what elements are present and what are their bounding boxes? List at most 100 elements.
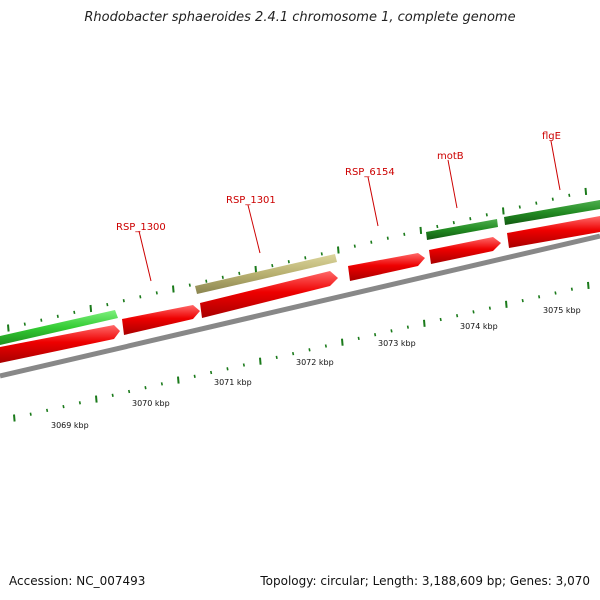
kbp-scale-tick (374, 333, 377, 337)
upper-scale-tick (452, 220, 455, 225)
kbp-scale-tick (193, 374, 196, 378)
kbp-scale-tick (62, 404, 65, 409)
kbp-scale-tick (275, 355, 278, 360)
upper-scale-tick (89, 304, 93, 313)
kbp-scale-tick (78, 401, 81, 405)
kbp-scale-tick (521, 298, 524, 303)
gene-bar-motb (426, 219, 498, 240)
leader-flge (550, 140, 561, 191)
upper-scale-tick (403, 232, 406, 236)
gene-bar-bright-green (0, 310, 118, 345)
upper-scale-tick (23, 322, 26, 326)
upper-scale-tick (469, 217, 472, 221)
kbp-scale-tick (554, 291, 557, 295)
upper-scale-tick (7, 324, 10, 332)
kbp-scale-tick (292, 351, 295, 356)
upper-scale-tick (188, 283, 191, 287)
gene-label-flge: flgE (542, 131, 561, 142)
kbp-scale-tick (488, 306, 491, 310)
kbp-scale-tick (439, 317, 442, 322)
kbp-scale-tick (95, 395, 98, 403)
kbp-tick-row (13, 281, 590, 422)
upper-scale-tick (254, 265, 258, 274)
kbp-scale-tick (242, 363, 245, 367)
gene-bar-flge (504, 200, 600, 225)
kbp-scale-tick (423, 319, 426, 327)
upper-scale-tick (584, 187, 588, 195)
genome-summary-text: Topology: circular; Length: 3,188,609 bp… (260, 574, 590, 588)
upper-scale-tick (56, 314, 59, 318)
kbp-scale-tick (226, 367, 229, 371)
kbp-scale-tick (472, 310, 475, 314)
kbp-scale-tick (111, 393, 114, 397)
kbp-scale-tick (538, 295, 541, 299)
upper-scale-tick (271, 263, 274, 268)
gene-label-motb: motB (437, 151, 464, 162)
kbp-scale-tick (357, 336, 360, 341)
upper-scale-tick (287, 260, 290, 264)
upper-scale-tick (320, 252, 323, 256)
upper-scale-tick (436, 224, 439, 229)
upper-scale-tick (155, 291, 158, 295)
upper-scale-tick (221, 275, 224, 279)
upper-scale-tick (535, 201, 538, 205)
kbp-label-3075: 3075 kbp (543, 306, 581, 315)
cds-arrow-3 (200, 271, 338, 318)
kbp-scale-tick (341, 338, 344, 346)
kbp-scale-tick (505, 300, 508, 308)
upper-scale-tick (106, 302, 109, 307)
upper-scale-tick (40, 318, 43, 322)
gene-label-rsp-1301: RSP_1301 (226, 195, 276, 206)
upper-scale-tick (172, 285, 175, 293)
kbp-scale-tick (324, 344, 327, 348)
leader-rsp-6154 (367, 176, 379, 227)
kbp-scale-tick (308, 348, 311, 352)
upper-scale-tick (568, 193, 571, 197)
kbp-scale-tick (259, 357, 262, 365)
upper-scale-tick (370, 240, 373, 244)
upper-tick-row (7, 187, 588, 332)
leader-motb (447, 159, 458, 209)
upper-scale-tick (386, 236, 389, 240)
kbp-scale-tick (587, 281, 590, 289)
kbp-scale-tick (210, 370, 213, 375)
upper-scale-tick (304, 256, 307, 260)
cds-arrow-1 (0, 325, 120, 363)
kbp-scale-tick (177, 376, 180, 384)
cds-arrow-6 (507, 216, 600, 248)
kbp-label-3073: 3073 kbp (378, 339, 416, 348)
upper-scale-tick (73, 310, 76, 315)
kbp-scale-tick (570, 287, 573, 291)
upper-scale-tick (353, 244, 356, 248)
kbp-scale-tick (456, 314, 459, 318)
kbp-label-3072: 3072 kbp (296, 358, 334, 367)
kbp-label-3069: 3069 kbp (51, 421, 89, 430)
kbp-scale-tick (29, 412, 32, 416)
kbp-scale-tick (46, 408, 49, 413)
upper-scale-tick (337, 246, 340, 254)
kbp-scale-tick (390, 329, 393, 333)
upper-scale-tick (139, 295, 142, 299)
kbp-label-3074: 3074 kbp (460, 322, 498, 331)
upper-scale-tick (419, 226, 423, 234)
cds-arrow-4 (348, 253, 425, 281)
leader-rsp-1300 (138, 230, 152, 282)
cds-arrow-2 (122, 305, 200, 335)
upper-scale-tick (551, 197, 554, 201)
kbp-label-3070: 3070 kbp (132, 399, 170, 408)
cds-arrow-5 (429, 237, 501, 264)
kbp-label-3071: 3071 kbp (214, 378, 252, 387)
accession-text: Accession: NC_007493 (9, 574, 146, 588)
genome-title: Rhodobacter sphaeroides 2.4.1 chromosome… (84, 10, 516, 25)
backbone-line (0, 233, 600, 379)
kbp-scale-tick (160, 382, 163, 386)
upper-scale-tick (122, 299, 125, 303)
upper-scale-tick (502, 207, 505, 215)
upper-scale-tick (238, 271, 241, 276)
upper-scale-tick (485, 213, 488, 217)
kbp-scale-tick (13, 414, 16, 422)
leader-rsp-1301 (247, 204, 261, 254)
kbp-scale-tick (144, 386, 147, 390)
upper-scale-tick (205, 279, 208, 283)
